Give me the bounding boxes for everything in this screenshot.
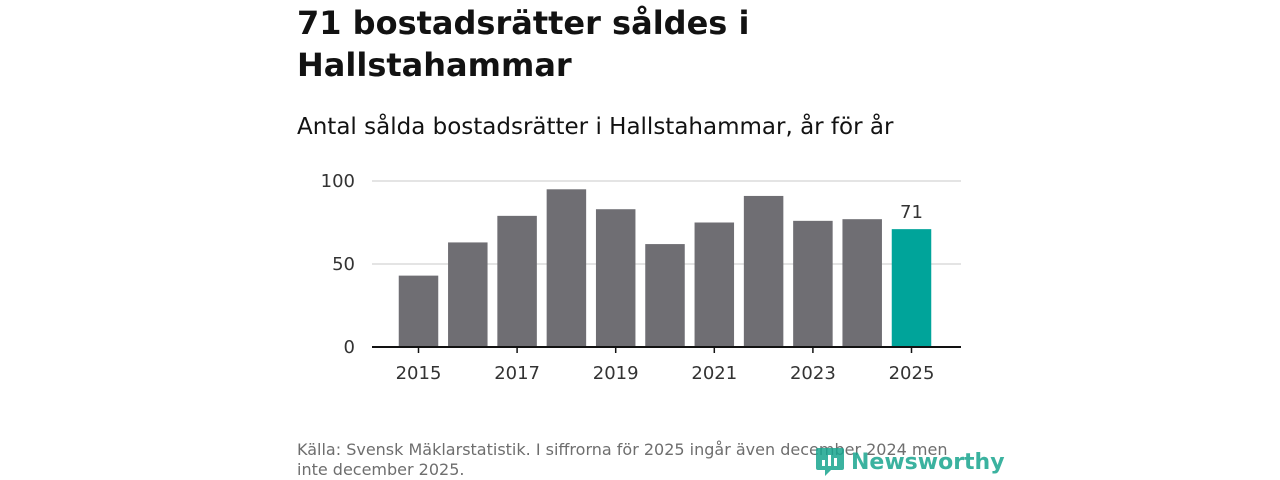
- bar-2016: [448, 242, 488, 347]
- bar-2015: [398, 275, 439, 347]
- x-tick-label-2023: 2023: [790, 363, 836, 384]
- chart-headline: 71 bostadsrätter såldes i Hallstahammar: [297, 4, 750, 84]
- chart-subtitle: Antal sålda bostadsrätter i Hallstahamma…: [297, 114, 894, 140]
- bar-2022: [743, 195, 784, 347]
- labels: 0 50 100 2015 2017 2019 2021 2023 2025 71: [321, 171, 935, 384]
- x-tick-label-2019: 2019: [593, 363, 639, 384]
- bar-2023: [793, 220, 833, 347]
- y-tick-label-0: 0: [344, 337, 355, 358]
- x-tick-label-2015: 2015: [396, 363, 442, 384]
- bars: [398, 189, 932, 347]
- bar-2024: [842, 219, 882, 347]
- bar-2020: [645, 244, 685, 347]
- y-tick-label-100: 100: [321, 171, 355, 192]
- bar-2021: [694, 222, 735, 347]
- brand-name: Newsworthy: [851, 449, 1005, 475]
- bar-2018: [546, 189, 587, 347]
- bar-2017: [497, 215, 537, 347]
- y-tick-label-50: 50: [332, 254, 355, 275]
- x-tick-label-2025: 2025: [889, 363, 935, 384]
- data-label-2025: 71: [900, 202, 923, 223]
- brand-logo: Newsworthy: [815, 446, 1005, 478]
- newsworthy-logo-icon: [816, 448, 844, 476]
- axes: [372, 346, 961, 353]
- bar-2025: [891, 229, 932, 347]
- bar-2019: [595, 209, 636, 347]
- x-tick-label-2021: 2021: [691, 363, 737, 384]
- x-tick-label-2017: 2017: [494, 363, 540, 384]
- source-note: Källa: Svensk Mäklarstatistik. I siffror…: [297, 440, 948, 479]
